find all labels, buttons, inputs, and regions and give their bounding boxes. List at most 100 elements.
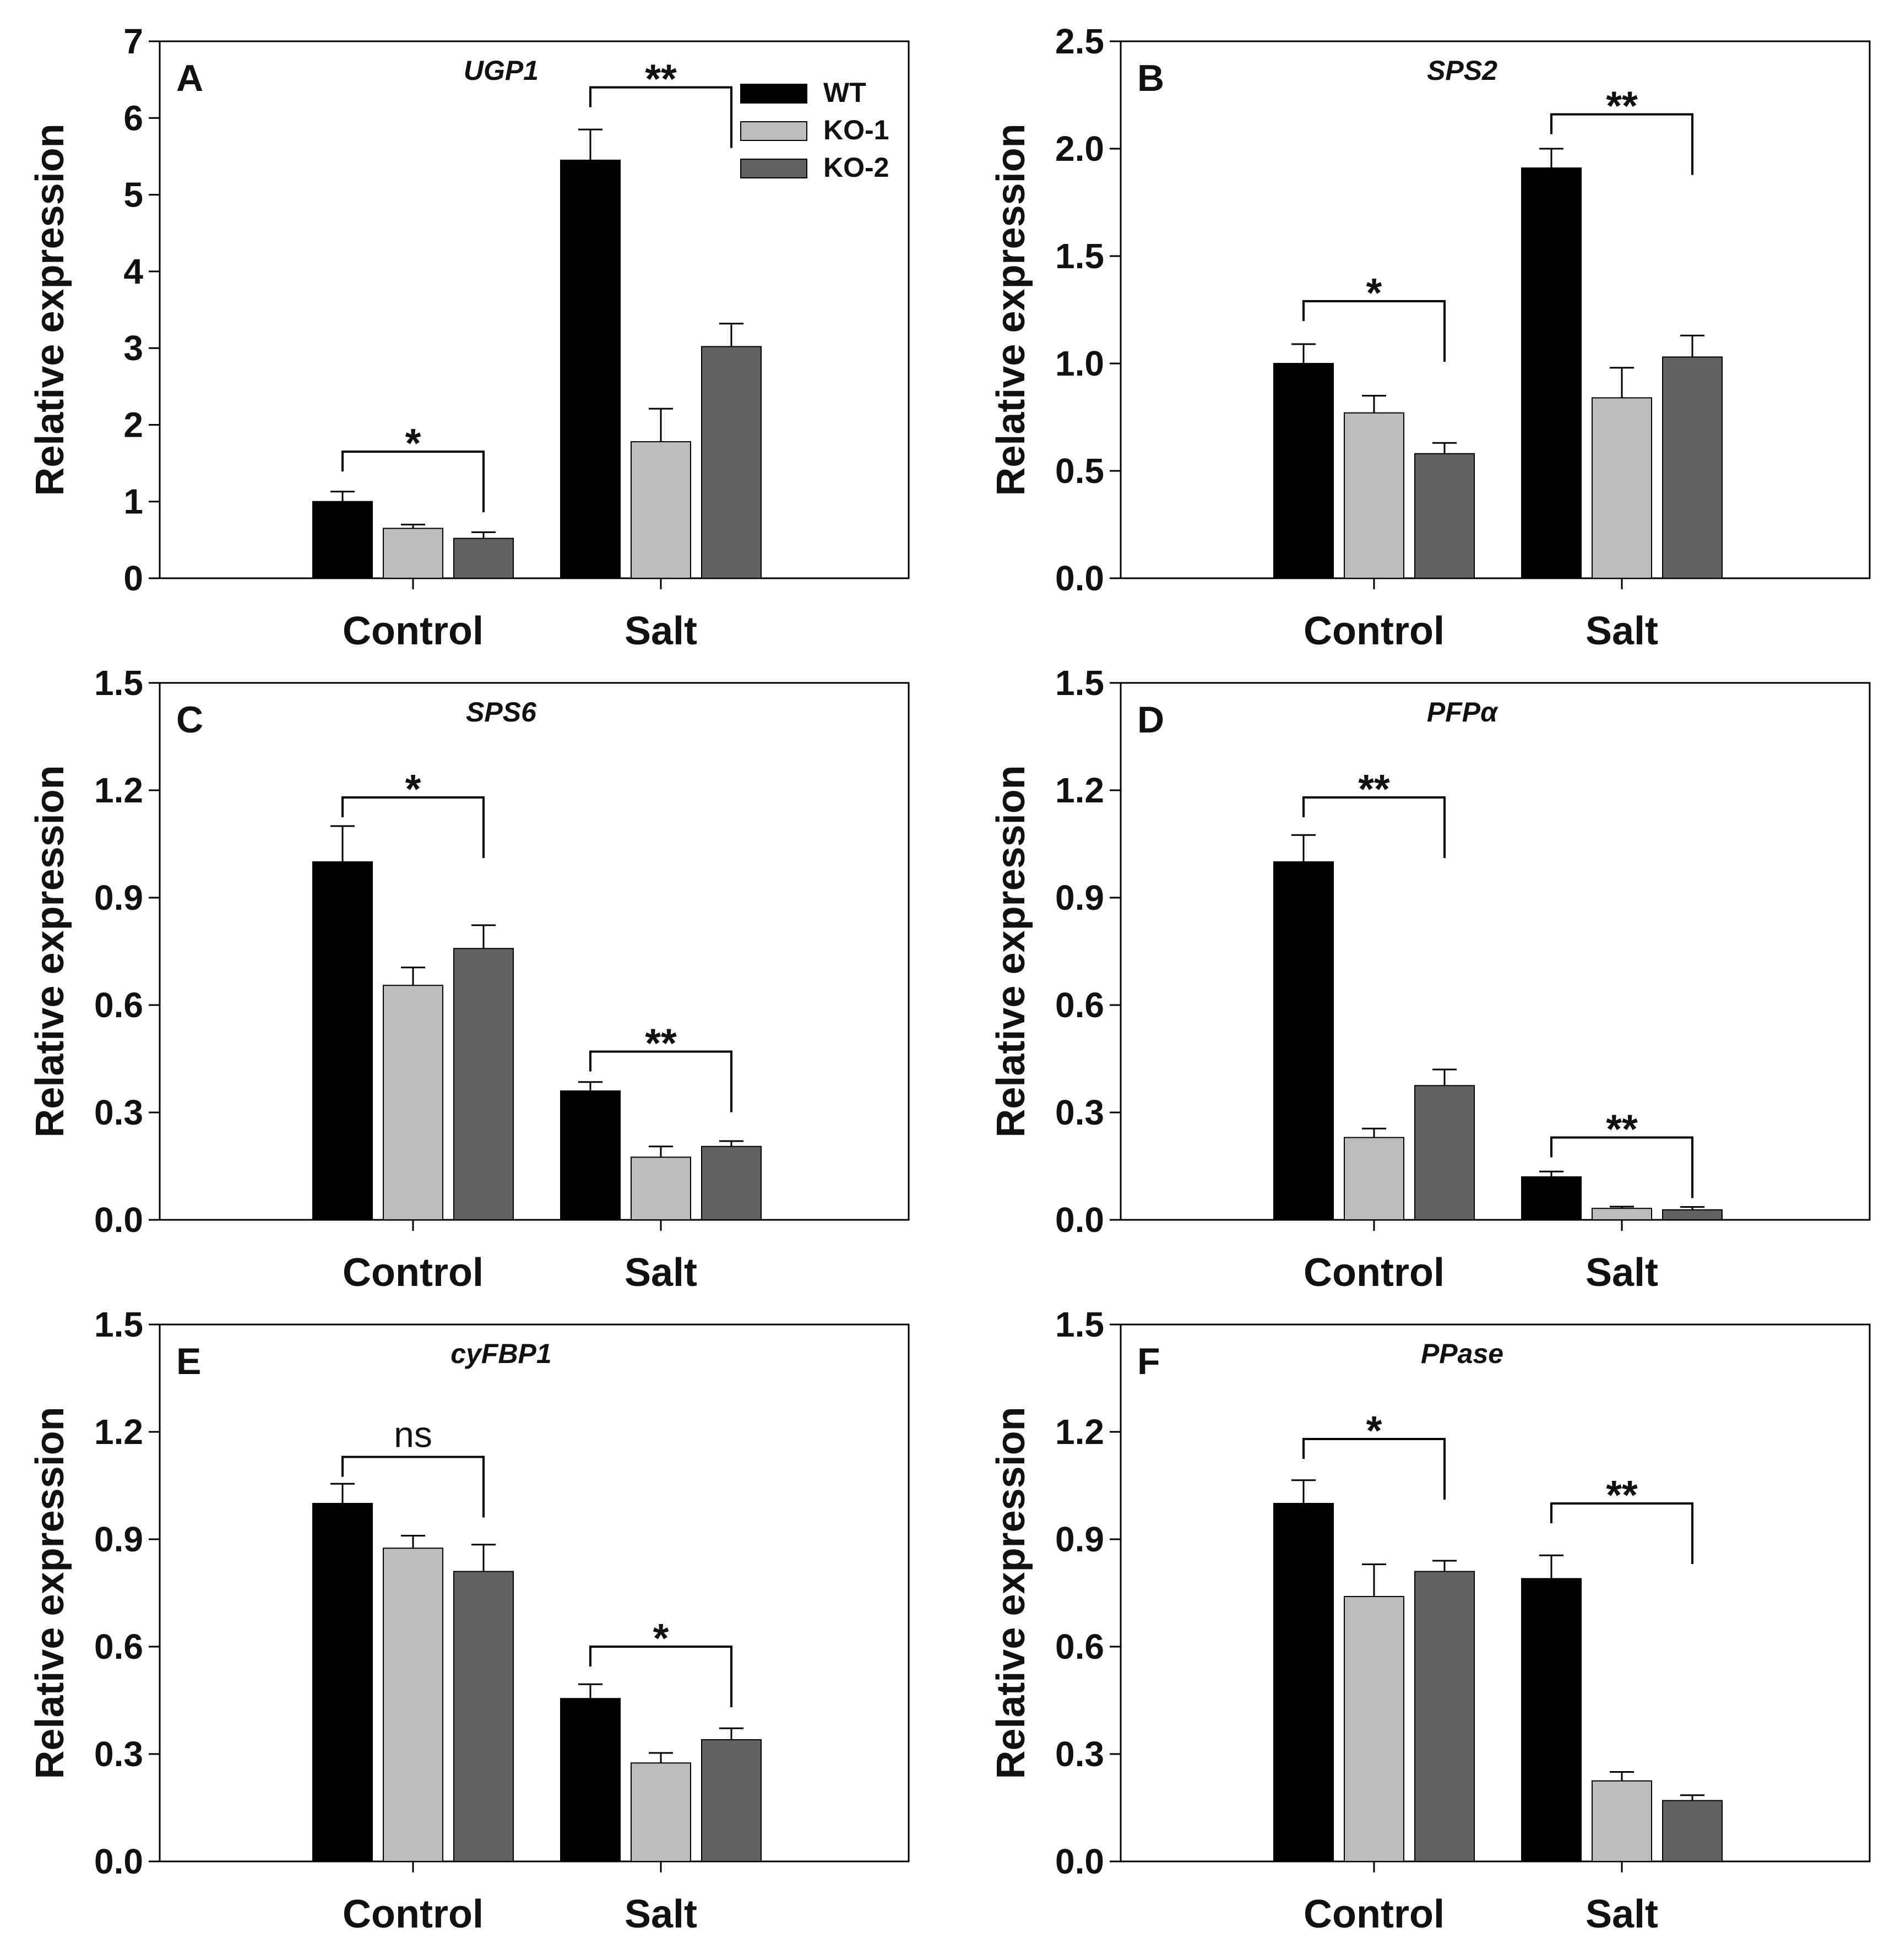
- y-tick-label: 1.2: [1055, 1412, 1104, 1452]
- y-tick-label: 0.6: [1055, 985, 1104, 1025]
- y-tick-label: 3: [123, 328, 143, 368]
- plot-frame: [159, 40, 910, 579]
- panel-letter: B: [1137, 57, 1164, 99]
- x-category-label: Control: [1304, 1892, 1445, 1936]
- y-tick-label: 1.2: [94, 770, 143, 810]
- bar-ko-1: [631, 1157, 691, 1220]
- bar-ko-1: [383, 985, 443, 1220]
- y-tick-label: 1.5: [1055, 663, 1104, 703]
- significance-label: **: [645, 56, 677, 102]
- plot-frame: [1120, 1323, 1871, 1863]
- significance-label: *: [405, 766, 421, 812]
- significance-bracket: [341, 1456, 485, 1518]
- bar-wt: [1521, 167, 1582, 579]
- bar-wt: [1273, 363, 1334, 579]
- x-category-label: Control: [343, 1251, 484, 1295]
- bar-ko-2: [1662, 1209, 1723, 1221]
- y-tick-label: 0.3: [94, 1093, 143, 1132]
- legend-swatch-wt: [740, 84, 807, 104]
- bar-wt: [312, 1503, 373, 1862]
- bar-wt: [1273, 861, 1334, 1220]
- y-tick-label: 1.0: [1055, 344, 1104, 383]
- bar-ko-1: [1344, 1596, 1404, 1862]
- bar-ko-2: [1414, 1085, 1475, 1220]
- y-axis-title: Relative expression: [28, 765, 72, 1137]
- bar-ko-2: [701, 346, 762, 579]
- y-tick-label: 2.5: [1055, 21, 1104, 61]
- x-category-label: Control: [1304, 1251, 1445, 1295]
- significance-label: *: [405, 420, 421, 466]
- bar-ko-2: [701, 1145, 762, 1220]
- x-category-label: Control: [1304, 609, 1445, 653]
- bar-ko-2: [1662, 1800, 1723, 1862]
- bar-ko-2: [1414, 1571, 1475, 1862]
- y-tick-label: 5: [123, 175, 143, 215]
- bar-ko-2: [1414, 453, 1475, 579]
- panel-letter: D: [1137, 699, 1164, 741]
- gene-title: SPS6: [466, 697, 537, 727]
- y-tick-label: 0.0: [1055, 1842, 1104, 1881]
- x-category-label: Salt: [1586, 609, 1658, 653]
- bar-ko-2: [453, 948, 514, 1221]
- significance-bracket: [341, 450, 485, 513]
- gene-title: cyFBP1: [450, 1338, 551, 1369]
- bar-ko-2: [1662, 356, 1723, 579]
- gene-title: SPS2: [1427, 55, 1497, 86]
- panel-d: 0.0 0.3 0.6 0.9 1.2 1.5 Relative expression D PF…: [989, 663, 1871, 1295]
- y-tick-label: 0.0: [94, 1842, 143, 1881]
- bar-wt: [1521, 1176, 1582, 1220]
- legend-label: WT: [823, 77, 866, 108]
- y-tick-label: 1.5: [1055, 236, 1104, 276]
- panel-e: 0.0 0.3 0.6 0.9 1.2 1.5 Relative expression E cy…: [28, 1305, 910, 1936]
- significance-label: ns: [394, 1414, 432, 1455]
- x-category-label: Salt: [625, 1892, 697, 1936]
- y-tick-label: 0.3: [1055, 1734, 1104, 1774]
- bar-ko-1: [1592, 397, 1652, 579]
- y-axis-title: Relative expression: [28, 123, 72, 496]
- x-category-label: Salt: [1586, 1251, 1658, 1295]
- bar-wt: [560, 1698, 621, 1862]
- y-tick-label: 1.5: [94, 1305, 143, 1344]
- y-tick-label: 0.9: [1055, 1519, 1104, 1559]
- bar-wt: [1273, 1503, 1334, 1862]
- bar-ko-2: [453, 1571, 514, 1862]
- y-tick-label: 4: [123, 252, 143, 291]
- bar-ko-2: [701, 1739, 762, 1862]
- y-tick-label: 6: [123, 98, 143, 138]
- legend-label: KO-1: [823, 115, 889, 145]
- gene-title: UGP1: [464, 55, 539, 86]
- significance-label: *: [653, 1615, 669, 1661]
- y-axis-title: Relative expression: [989, 123, 1033, 496]
- bar-ko-1: [631, 441, 691, 579]
- y-tick-label: 0.9: [1055, 878, 1104, 917]
- bar-ko-1: [1592, 1780, 1652, 1862]
- y-tick-label: 0.9: [94, 1519, 143, 1559]
- bar-ko-1: [383, 528, 443, 579]
- significance-bracket: [1302, 300, 1446, 362]
- x-category-label: Salt: [625, 609, 697, 653]
- significance-bracket: [589, 86, 732, 148]
- y-tick-label: 1: [123, 482, 143, 522]
- y-tick-label: 0.5: [1055, 451, 1104, 491]
- bar-wt: [560, 159, 621, 579]
- bar-wt: [312, 501, 373, 579]
- significance-bracket: [1550, 1136, 1693, 1198]
- legend-swatch-ko-2: [740, 159, 807, 178]
- bar-ko-1: [1344, 412, 1404, 579]
- y-tick-label: 0.3: [94, 1734, 143, 1774]
- significance-label: **: [1606, 1106, 1638, 1152]
- significance-label: **: [1606, 83, 1638, 129]
- bar-wt: [312, 861, 373, 1220]
- significance-bracket: [589, 1646, 732, 1707]
- significance-label: *: [1366, 1408, 1382, 1453]
- gene-title: PPase: [1421, 1338, 1503, 1369]
- y-tick-label: 0.6: [1055, 1627, 1104, 1666]
- panel-c: 0.0 0.3 0.6 0.9 1.2 1.5 Relative expression C SP…: [28, 663, 910, 1295]
- panel-f: 0.0 0.3 0.6 0.9 1.2 1.5 Relative expression F PP…: [989, 1305, 1871, 1936]
- y-axis-title: Relative expression: [989, 765, 1033, 1137]
- panel-letter: E: [176, 1340, 201, 1382]
- panel-b: 0.0 0.5 1.0 1.5 2.0 2.5 Relative expression B SP…: [989, 21, 1871, 653]
- significance-bracket: [1302, 1438, 1446, 1500]
- y-tick-label: 0.6: [94, 985, 143, 1025]
